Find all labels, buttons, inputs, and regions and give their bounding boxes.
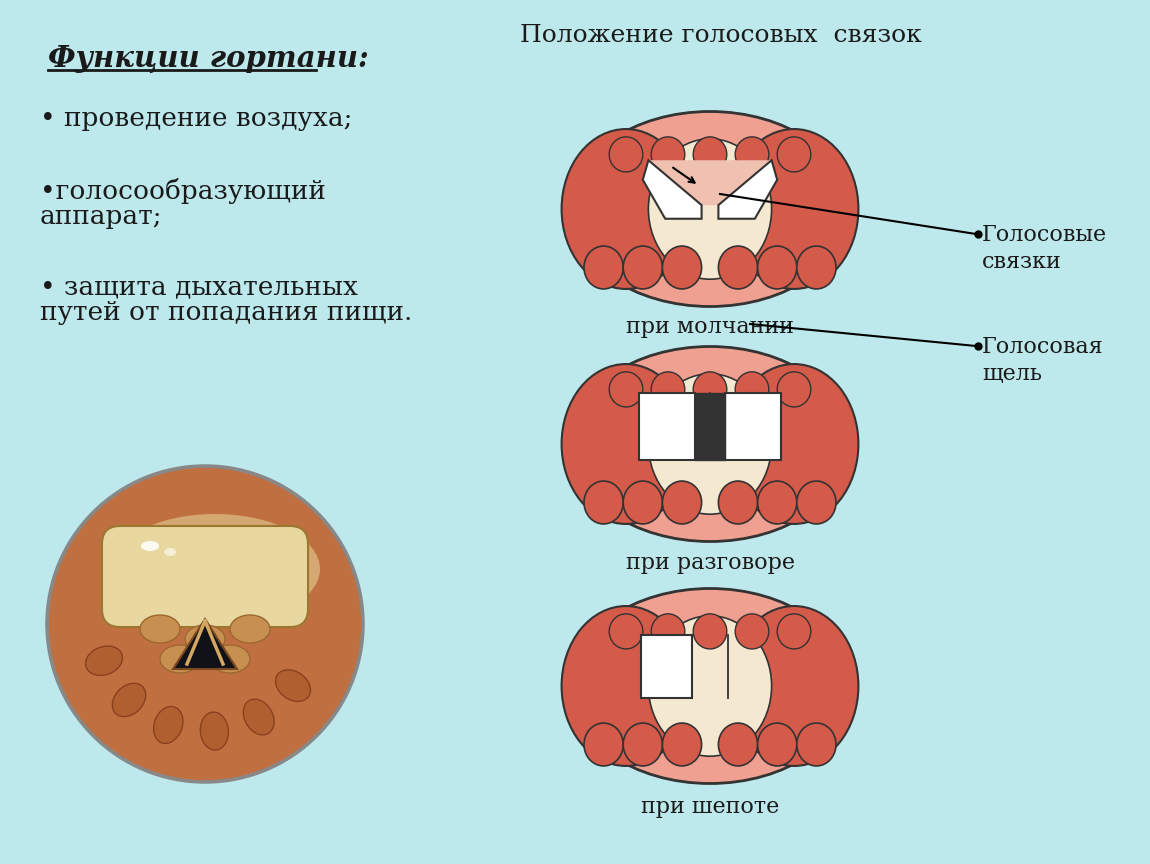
Ellipse shape	[729, 364, 858, 524]
Ellipse shape	[797, 723, 836, 766]
Ellipse shape	[623, 481, 662, 524]
Text: при молчании: при молчании	[626, 316, 793, 338]
Ellipse shape	[797, 481, 836, 524]
Text: • проведение воздуха;: • проведение воздуха;	[40, 106, 352, 131]
Text: Голосовая
щель: Голосовая щель	[982, 336, 1104, 385]
Ellipse shape	[719, 246, 758, 289]
Ellipse shape	[610, 372, 643, 407]
Ellipse shape	[777, 372, 811, 407]
Ellipse shape	[85, 646, 123, 676]
Polygon shape	[695, 393, 726, 460]
Ellipse shape	[662, 723, 702, 766]
Ellipse shape	[610, 137, 643, 172]
Ellipse shape	[649, 616, 772, 756]
Ellipse shape	[693, 613, 727, 649]
Ellipse shape	[200, 712, 229, 750]
Ellipse shape	[623, 723, 662, 766]
Text: Голосовые
связки: Голосовые связки	[982, 224, 1107, 273]
Ellipse shape	[185, 625, 225, 653]
Ellipse shape	[160, 645, 200, 673]
Text: Положение голосовых  связок: Положение голосовых связок	[520, 24, 922, 47]
Ellipse shape	[561, 129, 690, 289]
Ellipse shape	[570, 588, 850, 784]
Bar	[47, 466, 363, 782]
Ellipse shape	[692, 647, 728, 689]
Ellipse shape	[110, 514, 320, 624]
Ellipse shape	[561, 364, 690, 524]
Ellipse shape	[758, 246, 797, 289]
Ellipse shape	[662, 481, 702, 524]
Ellipse shape	[758, 723, 797, 766]
Ellipse shape	[584, 246, 623, 289]
Ellipse shape	[735, 372, 769, 407]
Text: •голосообразующий: •голосообразующий	[40, 178, 325, 204]
Polygon shape	[643, 160, 702, 219]
Polygon shape	[638, 393, 695, 460]
Ellipse shape	[693, 372, 727, 407]
Ellipse shape	[651, 137, 684, 172]
Ellipse shape	[735, 137, 769, 172]
Polygon shape	[728, 635, 779, 698]
Ellipse shape	[797, 246, 836, 289]
Ellipse shape	[651, 613, 684, 649]
Text: • защита дыхательных: • защита дыхательных	[40, 274, 358, 299]
Ellipse shape	[729, 606, 858, 766]
Ellipse shape	[651, 372, 684, 407]
Ellipse shape	[154, 707, 183, 743]
Ellipse shape	[649, 374, 772, 514]
Text: при шепоте: при шепоте	[641, 796, 780, 818]
Ellipse shape	[758, 481, 797, 524]
Ellipse shape	[735, 613, 769, 649]
Ellipse shape	[164, 548, 176, 556]
Polygon shape	[719, 160, 777, 219]
Text: Функции гортани:: Функции гортани:	[48, 44, 369, 73]
Ellipse shape	[649, 139, 772, 279]
Ellipse shape	[230, 615, 270, 643]
Ellipse shape	[719, 723, 758, 766]
Polygon shape	[172, 619, 237, 669]
Ellipse shape	[693, 137, 727, 172]
Ellipse shape	[719, 481, 758, 524]
Ellipse shape	[113, 683, 146, 716]
Ellipse shape	[210, 645, 250, 673]
Ellipse shape	[140, 615, 181, 643]
Ellipse shape	[729, 129, 858, 289]
Ellipse shape	[570, 111, 850, 307]
Ellipse shape	[623, 246, 662, 289]
Ellipse shape	[244, 699, 274, 735]
Ellipse shape	[584, 481, 623, 524]
FancyBboxPatch shape	[102, 526, 308, 627]
Ellipse shape	[276, 670, 310, 702]
Polygon shape	[649, 160, 772, 205]
Ellipse shape	[570, 346, 850, 542]
Ellipse shape	[584, 723, 623, 766]
Text: при разговоре: при разговоре	[626, 552, 795, 574]
Ellipse shape	[777, 137, 811, 172]
Polygon shape	[642, 635, 692, 698]
Ellipse shape	[561, 606, 690, 766]
Ellipse shape	[141, 541, 159, 551]
Text: путей от попадания пищи.: путей от попадания пищи.	[40, 300, 413, 325]
Ellipse shape	[610, 613, 643, 649]
Ellipse shape	[777, 613, 811, 649]
Ellipse shape	[662, 246, 702, 289]
Polygon shape	[726, 393, 781, 460]
Circle shape	[47, 466, 363, 782]
Text: аппарат;: аппарат;	[40, 204, 162, 229]
